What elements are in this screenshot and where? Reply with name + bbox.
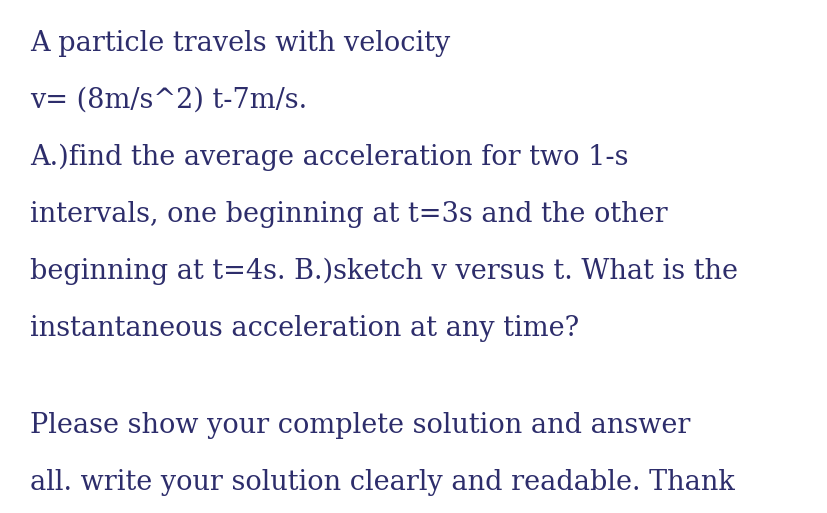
Text: A.)find the average acceleration for two 1-s: A.)find the average acceleration for two… <box>30 144 629 171</box>
Text: A particle travels with velocity: A particle travels with velocity <box>30 30 450 57</box>
Text: all. write your solution clearly and readable. Thank: all. write your solution clearly and rea… <box>30 469 735 496</box>
Text: intervals, one beginning at t=3s and the other: intervals, one beginning at t=3s and the… <box>30 201 667 228</box>
Text: instantaneous acceleration at any time?: instantaneous acceleration at any time? <box>30 315 579 342</box>
Text: beginning at t=4s. B.)sketch v versus t. What is the: beginning at t=4s. B.)sketch v versus t.… <box>30 258 738 285</box>
Text: Please show your complete solution and answer: Please show your complete solution and a… <box>30 412 691 439</box>
Text: v= (8m/s^2) t-7m/s.: v= (8m/s^2) t-7m/s. <box>30 87 307 114</box>
